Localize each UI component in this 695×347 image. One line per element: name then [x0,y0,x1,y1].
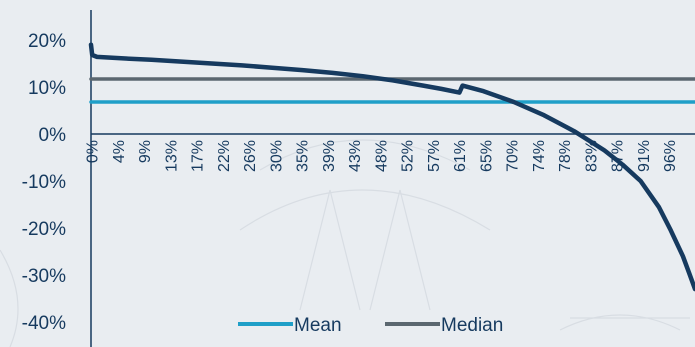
background-decoration [0,139,690,347]
main-series-line [88,42,695,292]
legend: Mean Median [238,315,503,336]
y-tick-label: 20% [28,31,66,52]
x-tick-label: 22% [216,140,233,172]
x-tick-label: 43% [347,140,364,172]
x-tick-label: 4% [111,140,128,163]
y-tick-label: -20% [22,219,66,240]
x-tick-label: 70% [505,140,522,172]
x-tick-label: 52% [400,140,417,172]
y-axis: 20% 10% 0% -10% -20% -30% -40% [22,10,92,347]
legend-label: Median [441,315,503,336]
x-tick-label: 26% [242,140,259,172]
x-tick-label: 13% [163,140,180,172]
x-tick-label: 74% [531,140,548,172]
x-tick-label: 96% [662,140,679,172]
y-tick-label: -30% [22,266,66,287]
x-tick-label: 48% [373,140,390,172]
y-tick-label: -10% [22,172,66,193]
x-tick-label: 35% [295,140,312,172]
y-tick-label: 10% [28,78,66,99]
y-tick-label: 0% [39,125,67,146]
legend-label: Mean [294,315,342,336]
x-tick-label: 17% [190,140,207,172]
x-tick-label: 39% [321,140,338,172]
x-tick-label: 78% [557,140,574,172]
x-tick-label: 30% [268,140,285,172]
x-tick-label: 91% [636,140,653,172]
x-tick-label: 61% [452,140,469,172]
x-axis: 0% 4% 9% 13% 17% 22% 26% 30% 35% 39% 43% 48% 52% 57% 6… [85,133,695,172]
y-tick-label: -40% [22,313,66,334]
x-tick-label: 57% [426,140,443,172]
x-tick-label: 65% [478,140,495,172]
x-tick-label: 0% [85,140,102,163]
series-lines [88,42,695,292]
x-tick-label: 9% [137,140,154,163]
x-tick-label: 83% [583,140,600,172]
